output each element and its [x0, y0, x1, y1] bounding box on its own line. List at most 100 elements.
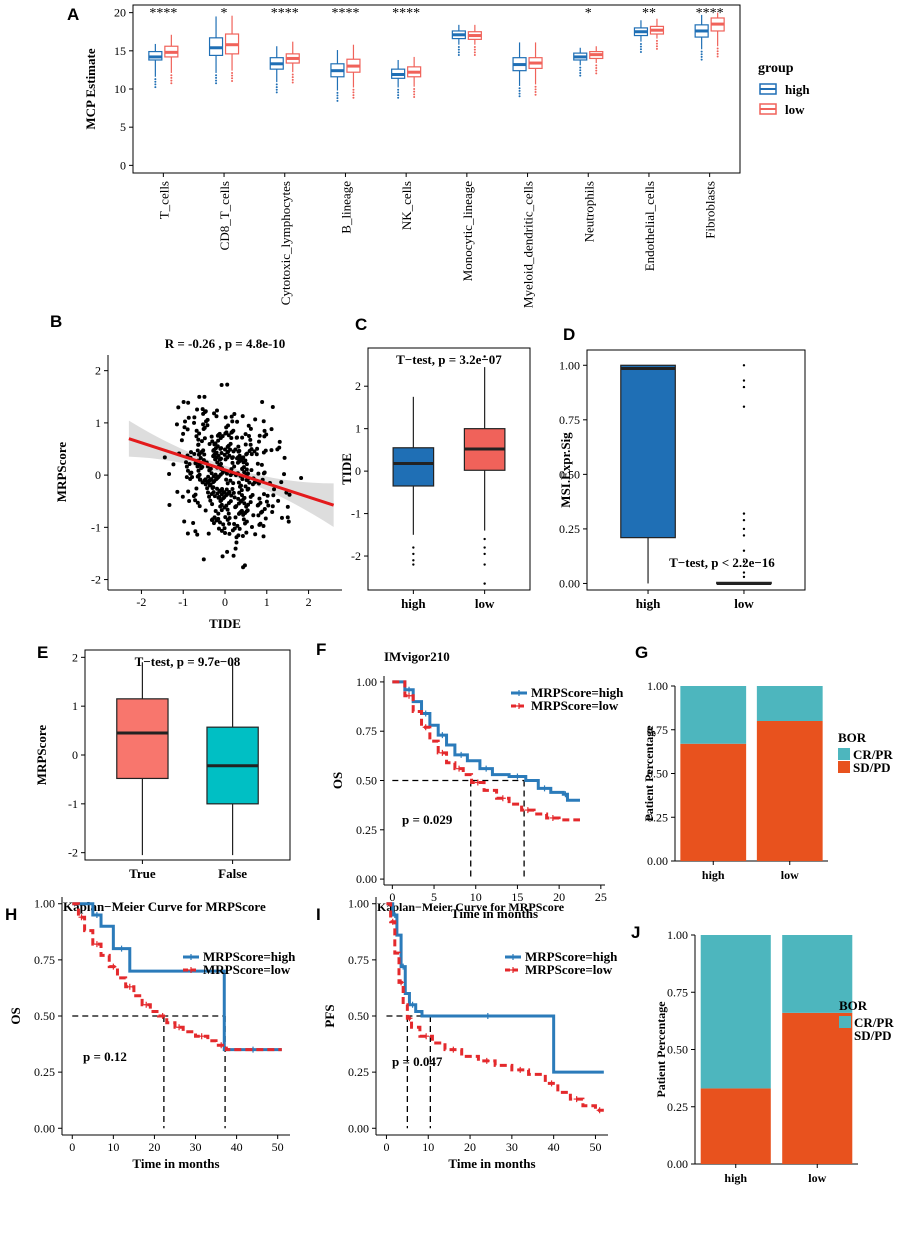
panel-b-point — [269, 448, 274, 453]
panel-h-xtick-label: 10 — [107, 1140, 119, 1154]
panel-j-bar-sdpd-high — [700, 1088, 771, 1164]
panel-f-curve-low — [392, 680, 580, 822]
panel-b-point — [243, 442, 248, 447]
panel-a-outlier-point — [457, 54, 460, 57]
panel-b-point — [244, 452, 249, 457]
panel-i-censor-mark — [517, 1066, 524, 1073]
panel-i-legend-censor — [510, 954, 516, 960]
panel-i-title: Kaplan−Meier Curve for MRPScore — [377, 900, 565, 914]
panel-b-point — [243, 511, 248, 516]
panel-a-outlier-point — [473, 54, 476, 57]
panel-b-point — [239, 508, 244, 513]
panel-i: 0 10 20 30 40 50 0.00 0.25 0.50 0.75 1.00 PFS Time i… — [322, 897, 618, 1171]
panel-a-outlier-point — [154, 80, 157, 83]
panel-b-point — [227, 515, 232, 520]
panel-c-outlier-point — [412, 552, 415, 556]
panel-i-legend-label: MRPScore=high — [525, 949, 618, 964]
panel-h-pvalue: p = 0.12 — [83, 1049, 127, 1064]
panel-b-xtick-label: -2 — [136, 595, 146, 609]
panel-b-point — [227, 521, 232, 526]
panel-b-point — [248, 442, 253, 447]
panel-b-point — [245, 487, 250, 492]
panel-a-outlier-point — [352, 94, 355, 97]
panel-i-legend-label: MRPScore=low — [525, 962, 613, 977]
panel-b-point — [202, 436, 207, 441]
panel-a-outlier-point — [518, 87, 521, 90]
panel-f-censor-mark — [456, 765, 463, 772]
panel-a-outlier-point — [473, 46, 476, 48]
panel-b-point — [243, 432, 248, 437]
panel-b-point — [211, 454, 216, 459]
panel-b-point — [219, 456, 224, 461]
panel-b-point — [186, 400, 191, 405]
panel-a-outlier-point — [352, 96, 355, 99]
panel-i-censor-mark — [398, 979, 405, 986]
panel-b-point — [182, 519, 187, 524]
panel-b-point — [207, 483, 212, 488]
panel-a-outlier-point — [413, 96, 416, 99]
panel-f-curve-high — [392, 680, 580, 802]
panel-b-xtick-label: -1 — [178, 595, 188, 609]
panel-b-point — [220, 554, 225, 559]
panel-label-c: C — [355, 315, 367, 334]
panel-a-category-label: Monocytic_lineage — [460, 181, 475, 282]
panel-c-high-box — [392, 447, 435, 487]
panel-b-point — [235, 523, 240, 528]
panel-j-legend-label: SD/PD — [854, 1028, 892, 1043]
panel-a-ytick-label: 15 — [114, 44, 126, 58]
panel-a-outlier-point — [595, 67, 598, 69]
panel-i-censor-mark — [484, 1013, 491, 1019]
panel-b-point — [239, 456, 244, 461]
panel-label-j: J — [631, 923, 640, 942]
panel-e: -2 -1 0 1 2 MRPScore True False T−test, p = 9.7e… — [34, 649, 291, 881]
panel-b-point — [203, 477, 208, 482]
panel-a-significance: * — [585, 6, 592, 21]
panel-f-censor-mark — [474, 779, 481, 786]
panel-b-point — [222, 490, 227, 495]
panel-a-outlier-point — [397, 94, 400, 97]
panel-b-point — [175, 489, 180, 494]
panel-j-category-label: low — [808, 1171, 826, 1185]
panel-b-point — [233, 515, 238, 520]
panel-b-ytick-label: 0 — [95, 468, 101, 482]
panel-b-point — [228, 478, 233, 483]
panel-b-point — [207, 468, 212, 473]
panel-b-point — [242, 501, 247, 506]
panel-b-point — [189, 470, 194, 475]
panel-b-point — [201, 422, 206, 427]
panel-b-point — [193, 529, 198, 534]
panel-b-point — [167, 502, 172, 507]
panel-a-category-label: T_cells — [156, 181, 171, 219]
panel-a-outlier-point — [413, 93, 416, 96]
panel-b-point — [255, 461, 260, 466]
panel-g-bar-sdpd-low — [756, 721, 823, 861]
panel-b-point — [212, 494, 217, 499]
panel-b-point — [197, 431, 202, 436]
panel-c: -2 -1 0 1 2 TIDE high low T−test, p = 3.2e−07 — [339, 347, 531, 611]
panel-b-point — [162, 455, 167, 460]
panel-b-point — [255, 446, 260, 451]
panel-a-outlier-point — [215, 74, 218, 77]
panel-a-outlier-point — [154, 78, 157, 81]
panel-f-censor-mark — [483, 765, 490, 772]
panel-d-outlier-point — [742, 385, 746, 389]
panel-b-point — [225, 450, 230, 455]
panel-h-title: Kaplan−Meier Curve for MRPScore — [63, 899, 266, 914]
panel-i-censor-mark — [548, 1080, 555, 1087]
panel-b-point — [225, 481, 230, 486]
panel-b-point — [255, 503, 260, 508]
panel-h-x-axis-label: Time in months — [132, 1156, 219, 1171]
panel-b-point — [249, 447, 254, 452]
panel-h-legend-key — [183, 954, 199, 960]
panel-a-legend-title: group — [758, 61, 794, 76]
panel-b-point — [199, 439, 204, 444]
panel-a-outlier-point — [275, 88, 278, 91]
panel-g-bar-crpr-high — [680, 686, 747, 744]
panel-b-point — [240, 414, 245, 419]
panel-b-point — [192, 452, 197, 457]
panel-g-ytick-label: 0.50 — [647, 767, 668, 781]
panel-h-legend-label: MRPScore=low — [203, 962, 291, 977]
panel-a-outlier-point — [352, 91, 355, 94]
panel-h-curve-high — [72, 902, 282, 1052]
panel-f-legend-censor — [516, 690, 522, 696]
